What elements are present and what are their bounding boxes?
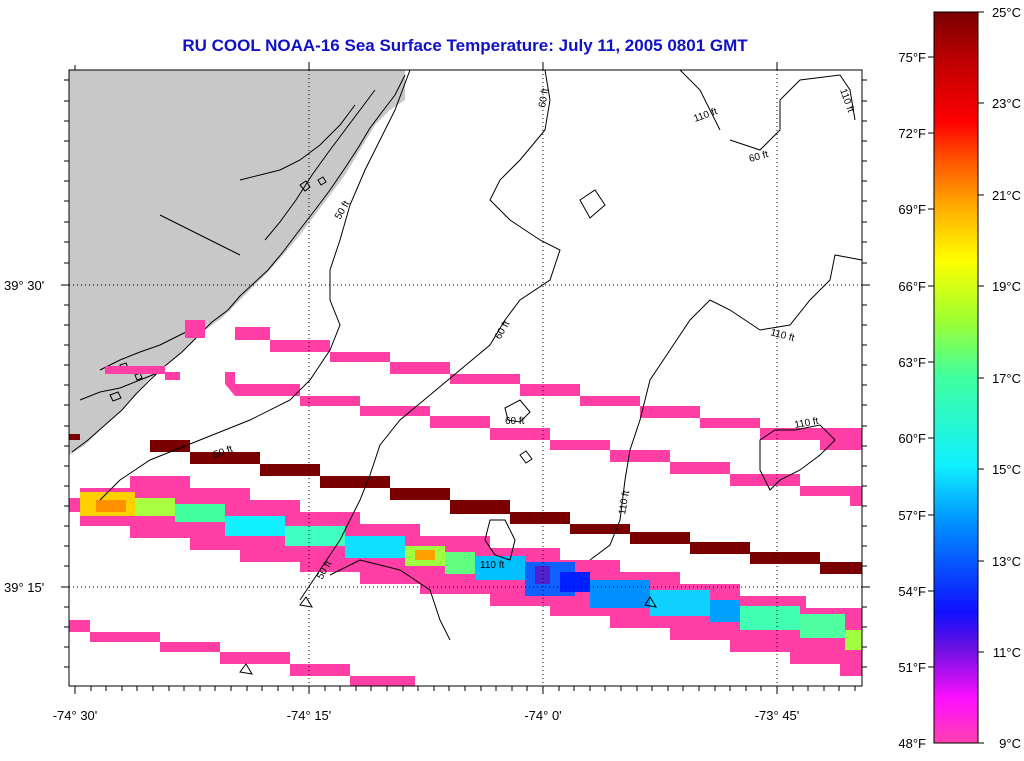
c-label: 9°C — [999, 736, 1021, 751]
fahrenheit-scale: 75°F 72°F 69°F 66°F 63°F 60°F 57°F 54°F … — [898, 50, 926, 751]
f-label: 72°F — [898, 126, 926, 141]
sst-swaths — [69, 320, 862, 686]
latitude-labels: 39° 30' 39° 15' — [4, 278, 44, 595]
lat-label: 39° 30' — [4, 278, 44, 293]
f-label: 75°F — [898, 50, 926, 65]
f-label: 57°F — [898, 508, 926, 523]
lon-label: -73° 45' — [755, 708, 800, 723]
longitude-labels: -74° 30' -74° 15' -74° 0' -73° 45' — [53, 708, 800, 723]
axis-ticks — [61, 62, 870, 694]
lon-label: -74° 0' — [524, 708, 561, 723]
lon-label: -74° 30' — [53, 708, 98, 723]
graticule — [69, 70, 862, 686]
contour-label: 60 ft — [537, 87, 551, 108]
c-label: 15°C — [992, 462, 1021, 477]
contour-label: 60 ft — [505, 416, 525, 427]
c-label: 13°C — [992, 554, 1021, 569]
map-title: RU COOL NOAA-16 Sea Surface Temperature:… — [182, 36, 748, 55]
bathymetry-contours — [99, 70, 862, 675]
c-label: 21°C — [992, 188, 1021, 203]
colorbar: 75°F 72°F 69°F 66°F 63°F 60°F 57°F 54°F … — [898, 5, 1021, 751]
lat-label: 39° 15' — [4, 580, 44, 595]
colorbar-gradient — [933, 11, 979, 744]
c-label: 25°C — [992, 5, 1021, 20]
contour-label: 110 ft — [480, 560, 504, 571]
contour-label: 60 ft — [748, 149, 770, 165]
contour-label: 110 ft — [617, 489, 632, 515]
land — [69, 70, 405, 455]
f-label: 66°F — [898, 279, 926, 294]
celsius-scale: 25°C 23°C 21°C 19°C 17°C 15°C 13°C 11°C … — [992, 5, 1021, 751]
f-label: 51°F — [898, 660, 926, 675]
land-edge — [150, 80, 360, 315]
lon-label: -74° 15' — [287, 708, 332, 723]
f-label: 69°F — [898, 202, 926, 217]
c-label: 23°C — [992, 96, 1021, 111]
f-label: 54°F — [898, 584, 926, 599]
c-label: 19°C — [992, 279, 1021, 294]
contour-label: 110 ft — [794, 416, 820, 431]
c-label: 17°C — [992, 371, 1021, 386]
f-label: 48°F — [898, 736, 926, 751]
f-label: 60°F — [898, 431, 926, 446]
c-label: 11°C — [993, 645, 1021, 660]
f-label: 63°F — [898, 355, 926, 370]
